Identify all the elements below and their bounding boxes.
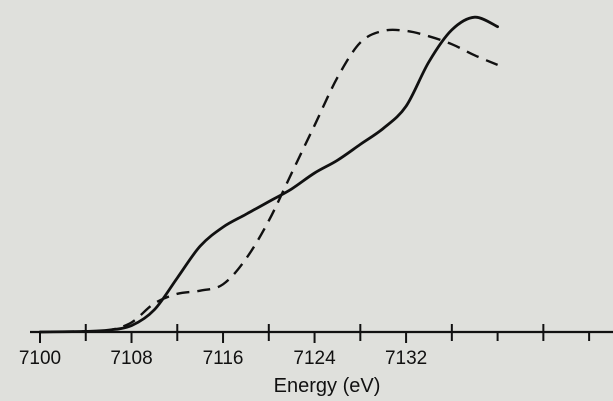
x-axis: 7100 7108 7116 7124 7132 (19, 324, 613, 369)
series-dashed-line (39, 28, 499, 334)
x-tick-label: 7108 (110, 348, 152, 369)
x-tick-label: 7100 (19, 348, 61, 369)
x-tick-label: 7124 (293, 348, 336, 369)
x-axis-title: Energy (eV) (274, 375, 381, 397)
x-tick-label: 7132 (385, 348, 427, 369)
series-group (38, 15, 499, 334)
series-solid-line (38, 15, 499, 334)
x-tick-label: 7116 (203, 348, 244, 369)
